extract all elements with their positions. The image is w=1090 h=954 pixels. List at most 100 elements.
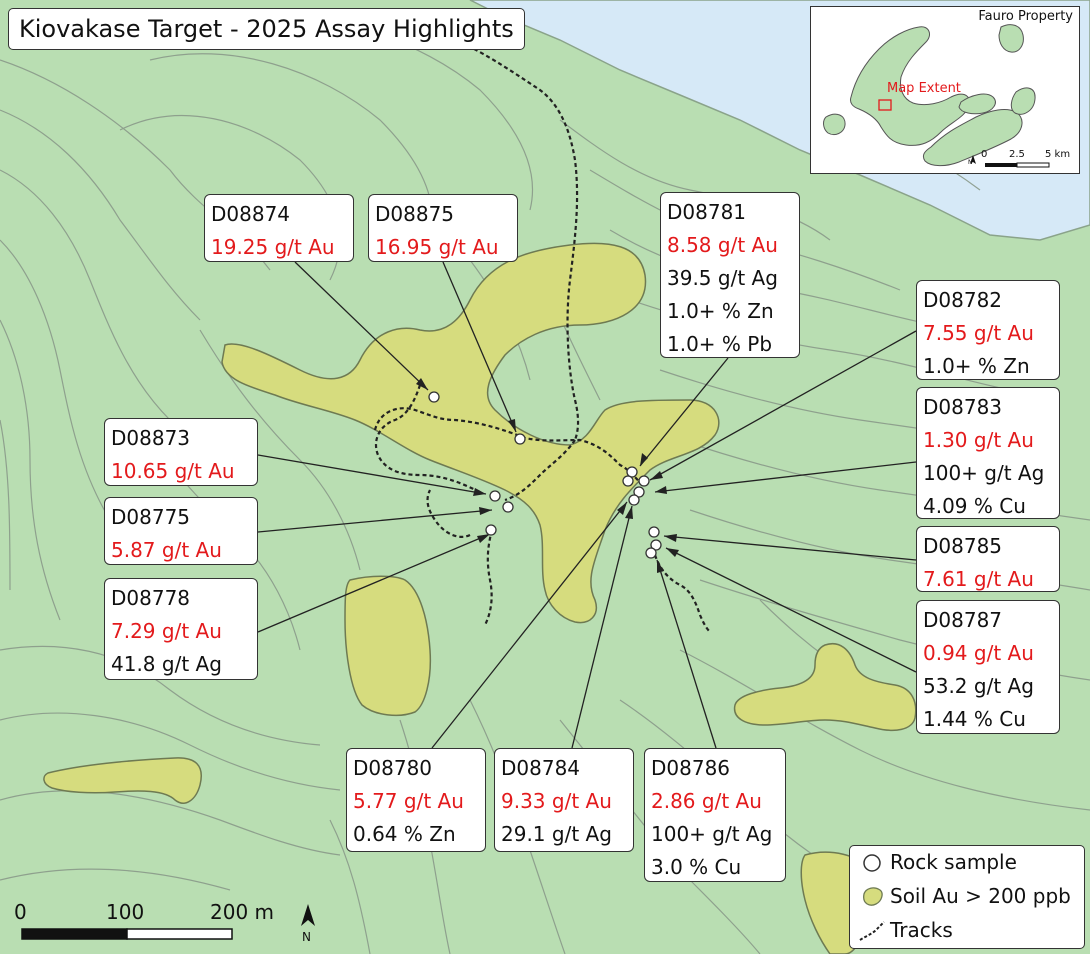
- sample-callout: D08787 0.94 g/t Au 53.2 g/t Ag 1.44 % Cu: [916, 600, 1060, 734]
- sample-callout: D08775 5.87 g/t Au: [104, 497, 258, 565]
- soil-anomaly-west: [344, 575, 432, 717]
- scale-bar: [21, 928, 233, 940]
- sample-id: D08780: [353, 756, 433, 780]
- inset-scale-bar: [985, 162, 1050, 168]
- sample-callout: D08785 7.61 g/t Au: [916, 526, 1060, 592]
- soil-anomalies: [43, 242, 917, 954]
- sample-value: 7.29 g/t Au: [111, 619, 222, 643]
- inset-map: Fauro Property Map Extent 0 2.5 5 km N: [810, 6, 1080, 174]
- scale-label-0: 0: [14, 900, 27, 924]
- sample-id: D08873: [111, 426, 191, 450]
- inset-scale-mid: 2.5: [1009, 149, 1025, 160]
- inset-island-west: [823, 113, 846, 136]
- rock-sample: [502, 501, 514, 513]
- inset-title: Fauro Property: [978, 9, 1073, 24]
- map-extent-box: [878, 99, 892, 111]
- map-title: Kiovakase Target - 2025 Assay Highlights: [8, 8, 525, 50]
- rock-sample: [645, 547, 657, 559]
- rock-sample: [626, 466, 638, 478]
- sample-callout: D08782 7.55 g/t Au 1.0+ % Zn: [916, 280, 1060, 380]
- soil-icon: [863, 887, 883, 906]
- sample-id: D08783: [923, 395, 1003, 419]
- soil-anomaly-main: [221, 242, 720, 624]
- sample-id: D08785: [923, 534, 1003, 558]
- soil-anomaly-southwest: [43, 757, 202, 804]
- sample-value: 1.0+ % Zn: [667, 299, 774, 323]
- sample-value: 0.94 g/t Au: [923, 641, 1034, 665]
- sample-value: 3.0 % Cu: [651, 855, 742, 879]
- legend-soil-label: Soil Au > 200 ppb: [890, 884, 1071, 908]
- inset-scale-end: 5 km: [1045, 149, 1071, 160]
- rock-sample: [648, 526, 660, 538]
- rock-sample: [514, 433, 526, 445]
- inset-scale-0: 0: [981, 149, 988, 160]
- scale-label-200: 200 m: [210, 900, 275, 924]
- sample-value: 39.5 g/t Ag: [667, 266, 778, 290]
- rock-sample: [489, 490, 501, 502]
- sample-callout: D08780 5.77 g/t Au 0.64 % Zn: [346, 748, 486, 852]
- leader-lines: [257, 261, 917, 749]
- sample-callout: D08778 7.29 g/t Au 41.8 g/t Ag: [104, 578, 258, 680]
- sample-callout: D08875 16.95 g/t Au: [368, 194, 518, 262]
- sample-value: 7.55 g/t Au: [923, 321, 1034, 345]
- rock-sample: [633, 486, 645, 498]
- legend-tracks-label: Tracks: [890, 918, 953, 942]
- sample-value: 1.0+ % Zn: [923, 354, 1030, 378]
- sample-value: 1.30 g/t Au: [923, 428, 1034, 452]
- sample-callout: D08783 1.30 g/t Au 100+ g/t Ag 4.09 % Cu: [916, 387, 1060, 519]
- sample-value: 100+ g/t Ag: [651, 822, 773, 846]
- sample-id: D08784: [501, 756, 581, 780]
- inset-north-label: N: [968, 159, 973, 166]
- sample-value: 1.44 % Cu: [923, 707, 1026, 731]
- sample-value: 0.64 % Zn: [353, 822, 456, 846]
- legend-rock-label: Rock sample: [890, 850, 1017, 874]
- sample-value: 8.58 g/t Au: [667, 233, 778, 257]
- rock-samples: [428, 391, 662, 559]
- rock-sample: [485, 524, 497, 536]
- sample-callout: D08781 8.58 g/t Au 39.5 g/t Ag 1.0+ % Zn…: [660, 192, 800, 358]
- legend-symbols: [859, 854, 885, 941]
- legend: Rock sample Soil Au > 200 ppb Tracks: [849, 845, 1085, 949]
- sample-id: D08775: [111, 505, 191, 529]
- inset-island-ne: [998, 24, 1024, 53]
- sample-id: D08874: [211, 202, 291, 226]
- scale-label-100: 100: [106, 900, 145, 924]
- sample-id: D08875: [375, 202, 455, 226]
- sample-value: 19.25 g/t Au: [211, 235, 335, 259]
- rock-sample: [428, 391, 440, 403]
- inset-island-small: [958, 93, 996, 115]
- soil-anomaly-east: [733, 643, 917, 731]
- sample-id: D08781: [667, 200, 747, 224]
- inset-north-icon: [970, 155, 976, 164]
- sample-value: 53.2 g/t Ag: [923, 674, 1034, 698]
- sample-value: 100+ g/t Ag: [923, 461, 1045, 485]
- rock-sample: [622, 475, 634, 487]
- inset-island-main: [850, 26, 970, 146]
- rock-sample-icon: [863, 854, 881, 872]
- inset-island-east2: [1010, 87, 1036, 115]
- sample-id: D08782: [923, 288, 1003, 312]
- sample-callout: D08873 10.65 g/t Au: [104, 418, 258, 486]
- rock-sample: [638, 475, 650, 487]
- sample-id: D08787: [923, 608, 1003, 632]
- inset-island-east: [922, 109, 1023, 167]
- sample-value: 10.65 g/t Au: [111, 459, 235, 483]
- sample-value: 4.09 % Cu: [923, 494, 1026, 518]
- sample-callout: D08784 9.33 g/t Au 29.1 g/t Ag: [494, 748, 634, 852]
- sample-id: D08786: [651, 756, 731, 780]
- sample-value: 2.86 g/t Au: [651, 789, 762, 813]
- sample-value: 41.8 g/t Ag: [111, 652, 222, 676]
- sample-value: 7.61 g/t Au: [923, 567, 1034, 591]
- sample-callout: D08874 19.25 g/t Au: [204, 194, 354, 262]
- sample-callout: D08786 2.86 g/t Au 100+ g/t Ag 3.0 % Cu: [644, 748, 786, 882]
- north-arrow-icon: [301, 904, 315, 926]
- inset-map-extent-label: Map Extent: [887, 81, 961, 96]
- inset-map-canvas: [811, 7, 1079, 173]
- tracks-icon: [859, 921, 885, 941]
- sample-value: 1.0+ % Pb: [667, 332, 773, 356]
- sample-id: D08778: [111, 586, 191, 610]
- north-label: N: [302, 930, 311, 944]
- leader-arrowheads: [416, 378, 679, 573]
- sample-value: 16.95 g/t Au: [375, 235, 499, 259]
- rock-sample: [650, 539, 662, 551]
